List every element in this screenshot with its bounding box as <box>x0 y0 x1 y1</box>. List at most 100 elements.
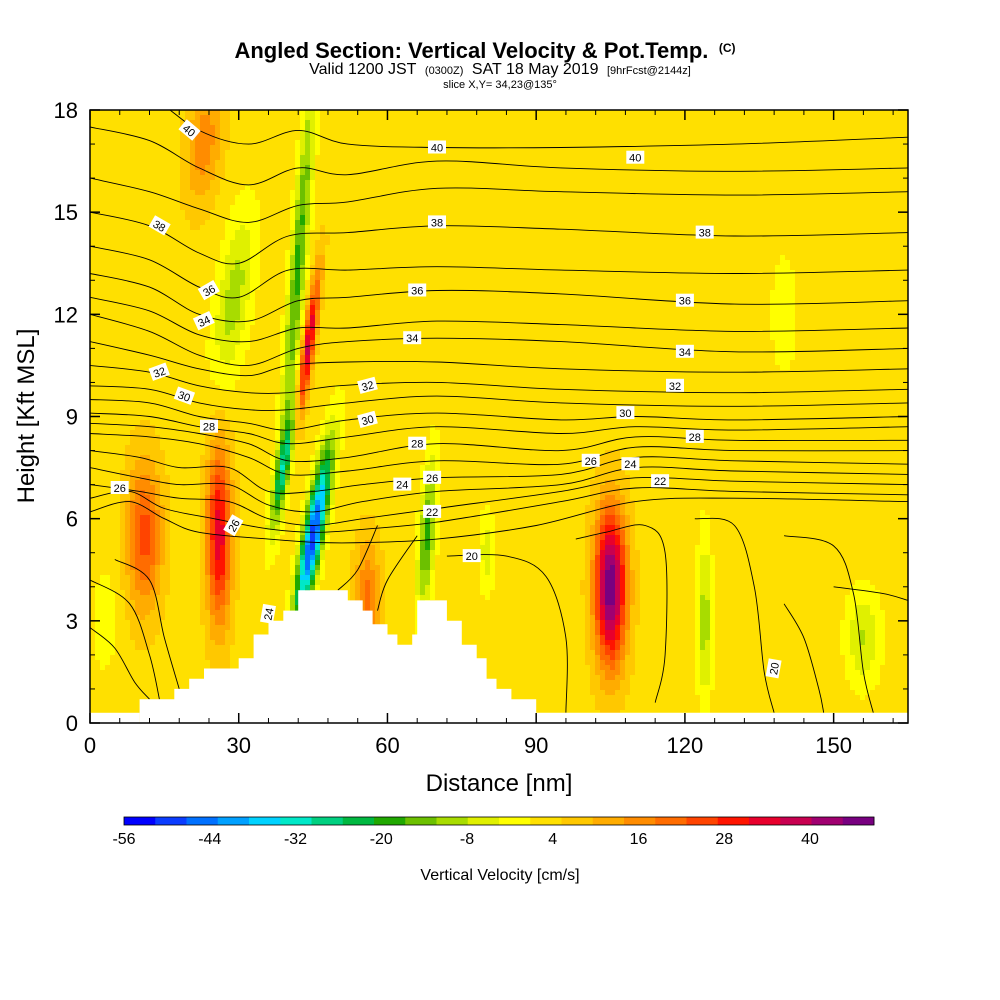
velocity-cell <box>785 220 791 226</box>
velocity-cell <box>405 170 411 176</box>
velocity-cell <box>105 175 111 181</box>
velocity-cell <box>430 235 436 241</box>
velocity-cell <box>760 135 766 141</box>
velocity-cell <box>510 220 516 226</box>
velocity-cell <box>770 135 776 141</box>
velocity-cell <box>200 180 206 186</box>
velocity-cell <box>465 220 471 226</box>
velocity-cell <box>420 170 426 176</box>
velocity-cell <box>865 235 871 241</box>
velocity-cell <box>580 115 586 121</box>
velocity-cell <box>235 150 241 156</box>
velocity-cell <box>255 215 261 221</box>
velocity-cell <box>165 200 171 206</box>
velocity-cell <box>415 110 421 116</box>
velocity-cell <box>765 130 771 136</box>
velocity-cell <box>145 190 151 196</box>
velocity-cell <box>240 115 246 121</box>
velocity-cell <box>900 150 906 156</box>
velocity-cell <box>220 130 226 136</box>
velocity-cell <box>530 255 536 261</box>
velocity-cell <box>265 210 271 216</box>
velocity-cell <box>775 110 781 116</box>
velocity-cell <box>620 150 626 156</box>
velocity-cell <box>470 235 476 241</box>
velocity-cell <box>480 165 486 171</box>
velocity-cell <box>445 190 451 196</box>
velocity-cell <box>480 230 486 236</box>
velocity-cell <box>740 245 746 251</box>
velocity-cell <box>635 240 641 246</box>
velocity-cell <box>175 185 181 191</box>
velocity-cell <box>685 150 691 156</box>
velocity-cell <box>280 160 286 166</box>
velocity-cell <box>140 175 146 181</box>
velocity-cell <box>500 235 506 241</box>
velocity-cell <box>465 150 471 156</box>
velocity-cell <box>810 185 816 191</box>
velocity-cell <box>720 240 726 246</box>
velocity-cell <box>800 160 806 166</box>
velocity-cell <box>450 130 456 136</box>
velocity-cell <box>185 140 191 146</box>
velocity-cell <box>395 155 401 161</box>
velocity-cell <box>270 215 276 221</box>
velocity-cell <box>825 160 831 166</box>
velocity-cell <box>525 175 531 181</box>
velocity-cell <box>655 190 661 196</box>
velocity-cell <box>805 155 811 161</box>
velocity-cell <box>170 165 176 171</box>
velocity-cell <box>270 165 276 171</box>
velocity-cell <box>245 130 251 136</box>
velocity-cell <box>695 205 701 211</box>
velocity-cell <box>370 220 376 226</box>
velocity-cell <box>900 240 906 246</box>
velocity-cell <box>320 115 326 121</box>
velocity-cell <box>620 235 626 241</box>
velocity-cell <box>275 235 281 241</box>
velocity-cell <box>385 175 391 181</box>
velocity-cell <box>190 235 196 241</box>
velocity-cell <box>565 150 571 156</box>
velocity-cell <box>185 240 191 246</box>
velocity-cell <box>530 170 536 176</box>
velocity-cell <box>755 150 761 156</box>
velocity-cell <box>215 220 221 226</box>
velocity-cell <box>415 200 421 206</box>
velocity-cell <box>480 220 486 226</box>
velocity-cell <box>845 150 851 156</box>
velocity-cell <box>395 250 401 256</box>
velocity-cell <box>865 225 871 231</box>
velocity-cell <box>160 145 166 151</box>
velocity-cell <box>900 140 906 146</box>
velocity-cell <box>495 220 501 226</box>
velocity-cell <box>365 255 371 261</box>
velocity-cell <box>815 240 821 246</box>
velocity-cell <box>810 225 816 231</box>
velocity-cell <box>185 150 191 156</box>
velocity-cell <box>210 210 216 216</box>
velocity-cell <box>580 200 586 206</box>
velocity-cell <box>785 225 791 231</box>
velocity-cell <box>755 195 761 201</box>
velocity-cell <box>735 120 741 126</box>
velocity-cell <box>800 145 806 151</box>
velocity-cell <box>350 240 356 246</box>
velocity-cell <box>170 170 176 176</box>
velocity-cell <box>765 165 771 171</box>
velocity-cell <box>430 175 436 181</box>
velocity-cell <box>495 240 501 246</box>
velocity-cell <box>870 120 876 126</box>
velocity-cell <box>885 220 891 226</box>
velocity-cell <box>585 180 591 186</box>
velocity-cell <box>800 255 806 261</box>
velocity-cell <box>260 145 266 151</box>
velocity-cell <box>470 205 476 211</box>
velocity-cell <box>210 160 216 166</box>
velocity-cell <box>140 125 146 131</box>
velocity-cell <box>150 155 156 161</box>
velocity-cell <box>660 190 666 196</box>
velocity-cell <box>735 230 741 236</box>
velocity-cell <box>610 185 616 191</box>
velocity-cell <box>610 235 616 241</box>
